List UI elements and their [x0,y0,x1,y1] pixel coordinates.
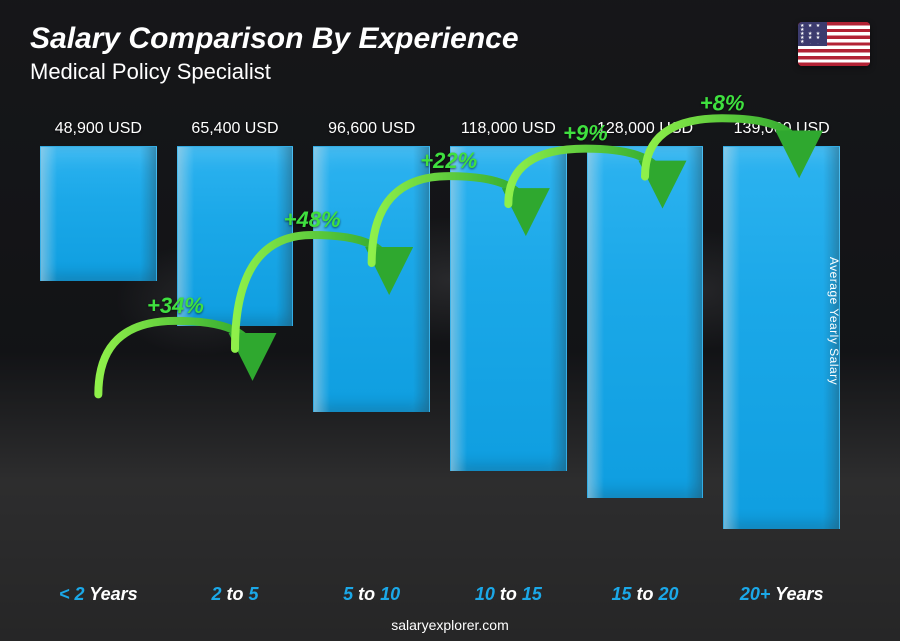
bar [587,146,704,498]
bar-column: 96,600 USD [313,120,430,573]
header: Salary Comparison By Experience Medical … [30,22,870,85]
bar-value-label: 65,400 USD [191,120,278,138]
xaxis-tick: 5 to 10 [313,584,430,605]
yaxis-label: Average Yearly Salary [827,256,841,384]
title-box: Salary Comparison By Experience Medical … [30,22,519,85]
chart-title: Salary Comparison By Experience [30,22,519,55]
bar-value-label: 128,000 USD [597,120,693,138]
bar [40,146,157,281]
xaxis: < 2 Years 2 to 5 5 to 10 10 to 15 15 to 20 20… [40,584,840,605]
bar [177,146,294,326]
bar [313,146,430,412]
xaxis-tick: 15 to 20 [587,584,704,605]
bar-value-label: 96,600 USD [328,120,415,138]
bar-value-label: 118,000 USD [461,120,556,138]
bar-column: 139,000 USD [723,120,840,573]
xaxis-tick: 20+ Years [723,584,840,605]
bar-column: 128,000 USD [587,120,704,573]
bar-column: 48,900 USD [40,120,157,573]
xaxis-tick: 2 to 5 [177,584,294,605]
flag-icon: ★ ★ ★ ★ ★ ★ ★★ ★ ★ ★ ★ ★ ★ [798,22,870,66]
chart-area: 48,900 USD 65,400 USD 96,600 USD 118,000 US… [40,120,840,573]
footer-credit: salaryexplorer.com [0,617,900,633]
xaxis-tick: 10 to 15 [450,584,567,605]
xaxis-tick: < 2 Years [40,584,157,605]
bar [450,146,567,471]
bar-column: 65,400 USD [177,120,294,573]
bar [723,146,840,529]
bar-value-label: 48,900 USD [55,120,142,138]
bar-value-label: 139,000 USD [734,120,830,138]
bar-column: 118,000 USD [450,120,567,573]
chart-subtitle: Medical Policy Specialist [30,59,519,85]
